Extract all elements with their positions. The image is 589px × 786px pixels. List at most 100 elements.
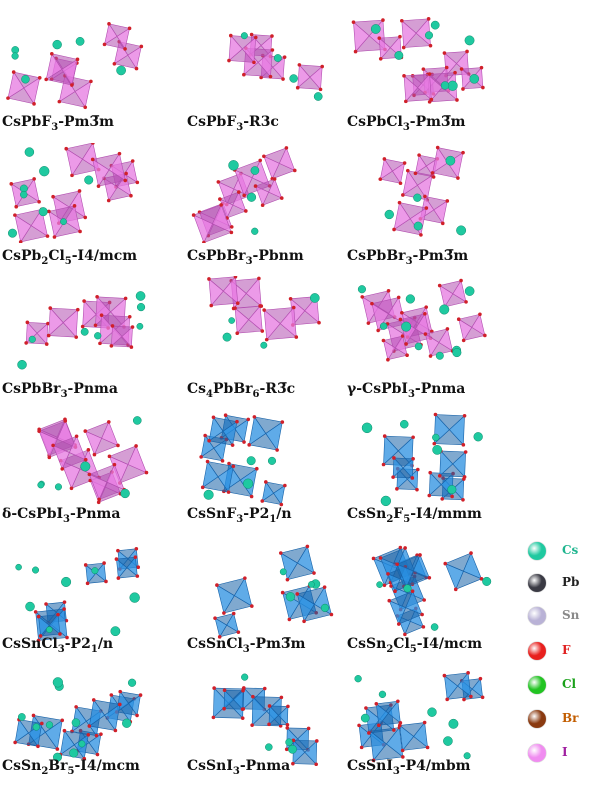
halide-atom — [314, 739, 319, 743]
halide-atom — [252, 415, 257, 419]
halide-atom — [112, 61, 117, 66]
cs-atom — [469, 74, 480, 84]
halide-atom — [215, 583, 219, 587]
halide-atom — [428, 43, 433, 48]
cs-atom — [37, 481, 45, 489]
halide-atom — [287, 617, 292, 622]
octahedron-shape — [427, 470, 455, 499]
octahedron-shape — [402, 72, 434, 104]
halide-atom — [82, 299, 86, 303]
halide-atom — [96, 500, 101, 505]
halide-atom — [253, 184, 258, 188]
halide-atom — [44, 342, 49, 346]
octahedron-face — [69, 435, 87, 461]
halide-atom — [456, 317, 461, 321]
structure-label: CsSn2F5-I4/mmm — [347, 506, 482, 525]
octahedron-face — [388, 296, 406, 325]
halide-atom — [89, 79, 93, 84]
cs-atom — [379, 322, 388, 330]
cs-atom — [424, 31, 434, 40]
halide-atom — [427, 575, 432, 580]
cs-atom — [78, 740, 86, 748]
crystal-structure-image — [17, 291, 146, 370]
halide-atom — [254, 466, 259, 471]
halide-atom — [235, 331, 240, 335]
halide-atom — [481, 85, 485, 90]
cs-atom — [28, 335, 36, 343]
legend-item-i: I — [528, 742, 589, 766]
halide-atom — [294, 335, 299, 339]
halide-atom — [402, 74, 406, 78]
halide-atom — [424, 206, 429, 210]
crystal-structure-image — [199, 413, 287, 507]
octahedron-shape — [109, 324, 135, 349]
halide-atom — [371, 556, 376, 561]
halide-atom — [402, 161, 407, 165]
octahedron-face — [278, 705, 289, 726]
halide-atom — [370, 301, 374, 306]
octahedron-shape — [267, 704, 290, 727]
halide-atom — [83, 563, 88, 567]
octahedron-shape — [291, 738, 319, 767]
halide-atom — [57, 99, 62, 104]
octahedron-shape — [247, 415, 285, 452]
halide-atom — [123, 47, 127, 51]
halide-atom — [82, 756, 87, 761]
cs-atom — [136, 303, 146, 312]
halide-atom — [398, 34, 402, 39]
halide-atom — [83, 457, 88, 462]
halide-atom — [83, 215, 88, 220]
halide-atom — [401, 45, 406, 50]
halide-atom — [404, 342, 408, 346]
halide-atom — [62, 728, 67, 733]
structure-label: CsPbBr3-Pnma — [2, 381, 118, 400]
crystal-structure-image — [207, 276, 321, 349]
cs-atom — [439, 304, 450, 315]
cs-atom — [52, 677, 63, 688]
halide-atom — [286, 704, 290, 709]
halide-atom — [442, 673, 447, 678]
halide-atom — [51, 194, 55, 199]
halide-atom — [258, 304, 262, 308]
halide-atom — [285, 726, 290, 730]
halide-atom — [297, 63, 302, 67]
halide-atom — [70, 83, 74, 87]
halide-atom — [423, 194, 427, 199]
halide-atom — [58, 632, 62, 636]
structure-label: CsPbBr3-Pm3̅m — [347, 248, 469, 267]
halide-atom — [386, 288, 391, 293]
halide-atom — [411, 456, 415, 461]
cs-atom — [309, 293, 320, 303]
halide-atom — [317, 320, 321, 325]
halide-atom — [260, 499, 265, 503]
halide-atom — [464, 300, 468, 304]
halide-atom — [38, 634, 43, 638]
legend-item-sn: Sn — [528, 605, 589, 629]
halide-atom — [113, 728, 118, 733]
cs-atom — [243, 478, 254, 489]
octahedron-shape — [227, 33, 258, 65]
halide-atom — [13, 213, 17, 217]
halide-atom — [469, 551, 473, 555]
halide-atom — [72, 204, 77, 208]
cs-atom-icon — [528, 542, 546, 560]
cs-atom — [84, 175, 94, 185]
octahedron-shape — [423, 327, 455, 358]
cs-atom — [308, 581, 315, 588]
halide-atom — [267, 704, 272, 708]
halide-atom — [242, 440, 246, 444]
crystal-structure-image — [213, 544, 334, 639]
halide-atom — [371, 758, 376, 763]
crystal-structure-image — [7, 143, 140, 243]
halide-atom — [242, 193, 246, 198]
halide-atom — [421, 625, 426, 629]
halide-atom — [292, 168, 297, 173]
cs-atom — [17, 359, 27, 370]
halide-atom — [381, 338, 386, 343]
octahedron-face — [462, 552, 483, 580]
halide-atom — [117, 151, 122, 156]
halide-atom — [258, 158, 263, 163]
cs-atom — [24, 147, 35, 157]
octahedron-face — [257, 49, 273, 78]
halide-atom — [69, 486, 74, 491]
